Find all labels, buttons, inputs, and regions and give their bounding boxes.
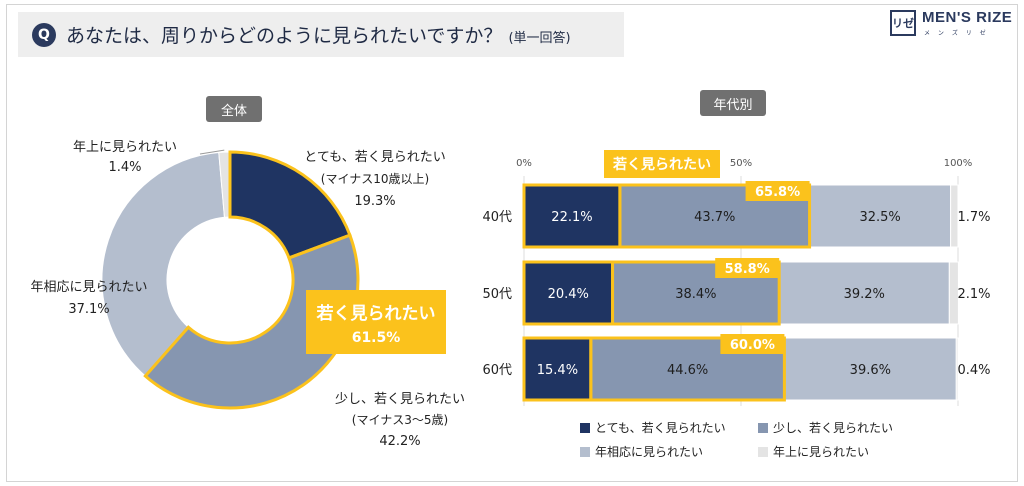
question-banner: Q あなたは、周りからどのように見られたいですか？ (単一回答) <box>18 12 624 57</box>
bar-highlight-legend: 若く見られたい <box>604 150 720 178</box>
question-note: (単一回答) <box>508 31 571 46</box>
note-slightly-younger: (マイナス3〜5歳) <box>351 413 449 427</box>
legend-label-older: 年上に見られたい <box>773 445 869 459</box>
bar-value-label: 38.4% <box>675 287 716 302</box>
donut-outline-much-younger <box>228 150 352 260</box>
bar-value-label: 2.1% <box>957 287 990 302</box>
bar-segment-older <box>955 337 959 401</box>
label-much-younger: とても、若く見られたい <box>304 150 446 165</box>
donut-slice-age-appropriate <box>101 151 226 377</box>
label-older: 年上に見られたい <box>72 140 177 155</box>
bar-value-label: 44.6% <box>667 363 708 378</box>
bar-value-label: 15.4% <box>537 363 578 378</box>
bar-outline-slightly-younger <box>589 336 786 402</box>
legend-swatch-older <box>758 447 768 457</box>
donut-leader-line <box>199 149 225 155</box>
y-category-label: 60代 <box>482 363 512 378</box>
value-older: 1.4% <box>108 160 142 175</box>
bar-value-label: 1.7% <box>957 210 990 225</box>
bar-value-label: 39.2% <box>844 287 885 302</box>
label-slightly-younger: 少し、若く見られたい <box>334 392 465 407</box>
bar-value-label: 20.4% <box>548 287 589 302</box>
y-category-label: 40代 <box>482 210 512 225</box>
bar-highlight-value: 65.8% <box>755 185 800 200</box>
value-much-younger: 19.3% <box>354 194 396 209</box>
bar-outline-slightly-younger <box>611 260 781 326</box>
logo-name: MEN'S RIZE <box>922 9 1013 26</box>
bar-value-label: 0.4% <box>957 363 990 378</box>
x-tick-label: 100% <box>944 158 973 169</box>
donut-highlight-label: 若く見られたい <box>316 303 436 324</box>
bar-segment-age-appropriate <box>783 337 957 401</box>
bar-outline-slightly-younger <box>618 183 812 249</box>
bar-value-label: 32.5% <box>859 210 900 225</box>
bar-value-label: 39.6% <box>850 363 891 378</box>
bar-segment-older <box>950 184 959 248</box>
legend-swatch-much-younger <box>580 423 590 433</box>
donut-highlight-box: 若く見られたい 61.5% <box>306 290 446 354</box>
brand-logo: リゼ MEN'S RIZE メ ン ズ リ ゼ <box>890 8 1014 42</box>
value-slightly-younger: 42.2% <box>379 434 421 449</box>
bar-segment-age-appropriate <box>809 184 952 248</box>
label-age-appropriate: 年相応に見られたい <box>30 280 148 295</box>
x-tick-label: 0% <box>516 158 532 169</box>
donut-title: 全体 <box>206 96 262 122</box>
donut-chart <box>101 149 360 410</box>
x-tick-label: 50% <box>730 158 752 169</box>
question-main: あなたは、周りからどのように見られたいですか？ <box>66 25 503 47</box>
bar-segment-age-appropriate <box>778 261 950 325</box>
donut-highlight-value: 61.5% <box>351 329 401 346</box>
bar-highlight-value: 60.0% <box>730 338 775 353</box>
bar-highlight-value: 58.8% <box>725 262 770 277</box>
bar-highlight-tag <box>745 181 810 201</box>
question-text: あなたは、周りからどのように見られたいですか？ (単一回答) <box>66 21 571 48</box>
logo-mark: リゼ <box>890 10 916 36</box>
legend-label-slightly-younger: 少し、若く見られたい <box>773 421 893 435</box>
logo-subtitle: メ ン ズ リ ゼ <box>924 30 989 37</box>
bar-value-label: 22.1% <box>551 210 592 225</box>
legend-swatch-age-appropriate <box>580 447 590 457</box>
question-icon: Q <box>32 22 56 47</box>
bar-highlight-tag <box>715 258 780 278</box>
bar-value-label: 43.7% <box>694 210 735 225</box>
y-category-label: 50代 <box>482 287 512 302</box>
note-much-younger: (マイナス10歳以上) <box>320 172 430 186</box>
legend-swatch-slightly-younger <box>758 423 768 433</box>
legend-label-age-appropriate: 年相応に見られたい <box>595 445 703 459</box>
bar-highlight-tag <box>720 334 785 354</box>
bar-title: 年代別 <box>700 90 766 116</box>
bar-segment-older <box>948 261 959 325</box>
legend-label-much-younger: とても、若く見られたい <box>595 421 726 435</box>
value-age-appropriate: 37.1% <box>68 302 110 317</box>
